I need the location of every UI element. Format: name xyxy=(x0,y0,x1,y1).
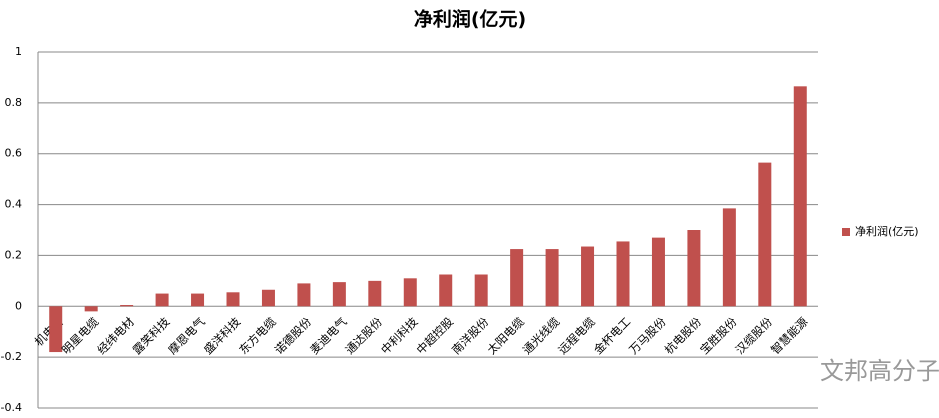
bar xyxy=(261,289,275,307)
legend-swatch xyxy=(842,228,850,236)
x-tick-label: 万马股份 xyxy=(626,314,669,357)
bar xyxy=(297,283,311,307)
y-tick-label: 0.8 xyxy=(5,96,23,109)
bar xyxy=(403,278,417,307)
bar xyxy=(793,86,807,307)
bar xyxy=(439,274,453,307)
y-tick-label: 0.4 xyxy=(5,198,23,211)
bar xyxy=(722,208,736,307)
y-tick-label: 0.2 xyxy=(5,248,23,261)
bar xyxy=(545,249,559,307)
bar xyxy=(616,241,630,307)
bar xyxy=(226,292,240,307)
x-tick-label: 远程电缆 xyxy=(555,314,598,357)
x-tick-label: 太阳电缆 xyxy=(484,314,527,357)
legend-label: 净利润(亿元) xyxy=(855,224,919,238)
x-tick-label: 诺德股份 xyxy=(272,314,315,357)
watermark: 文邦高分子 xyxy=(820,357,939,385)
chart-title: 净利润(亿元) xyxy=(414,8,526,31)
bar xyxy=(84,306,98,312)
x-tick-label: 汉缆股份 xyxy=(733,314,776,357)
y-tick-label: 0 xyxy=(15,299,22,312)
x-tick-label: 智慧能源 xyxy=(768,314,811,357)
bar xyxy=(368,280,382,307)
y-tick-label: -0.2 xyxy=(1,350,22,363)
x-tick-label: 中超控股 xyxy=(414,314,457,357)
x-tick-label: 中利科技 xyxy=(378,314,421,357)
y-tick-label: 1 xyxy=(15,45,22,58)
y-tick-label: 0.6 xyxy=(5,147,23,160)
bar xyxy=(155,293,169,307)
bar xyxy=(581,246,595,307)
x-tick-label: 金杯电工 xyxy=(591,315,633,357)
bar xyxy=(120,305,134,307)
x-tick-label: 通达股份 xyxy=(343,314,386,357)
bar xyxy=(191,293,205,307)
x-tick-label: 东方电缆 xyxy=(236,314,279,357)
bar xyxy=(687,230,701,307)
bar xyxy=(651,237,665,307)
bar xyxy=(332,282,346,307)
x-tick-label: 摩恩电气 xyxy=(165,314,208,357)
bar xyxy=(49,306,63,353)
y-tick-label: -0.4 xyxy=(1,401,22,414)
x-tick-label: 明星电缆 xyxy=(59,314,102,357)
x-tick-label: 杭电股份 xyxy=(662,314,705,357)
x-tick-label: 南洋股份 xyxy=(449,314,492,357)
x-tick-label: 露笑科技 xyxy=(130,314,173,357)
x-tick-label: 麦迪电气 xyxy=(307,314,350,357)
bar xyxy=(474,274,488,307)
bar xyxy=(510,249,524,307)
x-tick-label: 宝胜股份 xyxy=(697,314,740,357)
x-tick-label: 通光线缆 xyxy=(520,314,563,357)
x-tick-label: 经纬电材 xyxy=(94,314,137,357)
x-tick-label: 盛洋科技 xyxy=(201,314,244,357)
bar xyxy=(758,162,772,307)
